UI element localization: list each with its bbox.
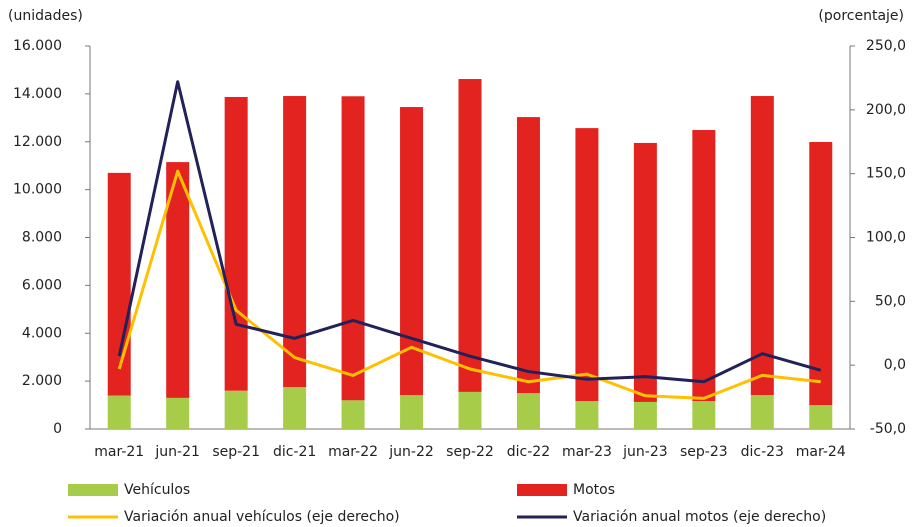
y-tick-label: 0 [53, 421, 62, 437]
bar [750, 395, 774, 429]
x-tick-label: sep-22 [446, 444, 494, 460]
y-tick-label: 2.000 [22, 373, 62, 389]
bar [575, 400, 599, 429]
x-tick-label: sep-21 [212, 444, 260, 460]
bar [458, 79, 482, 392]
x-tick-label: jun-21 [154, 444, 200, 460]
bar [107, 395, 131, 429]
x-tick-label: mar-22 [328, 444, 378, 460]
y-tick-label: 8.000 [22, 230, 62, 246]
y-tick-label: 6.000 [22, 277, 62, 293]
bar [809, 141, 833, 406]
bar [400, 395, 424, 429]
bar [458, 391, 482, 429]
legend-swatch [68, 484, 118, 496]
bar [692, 400, 716, 429]
y2-axis-title: (porcentaje) [818, 8, 904, 24]
bar [516, 117, 540, 394]
legend-swatch [517, 484, 567, 496]
bar [633, 401, 657, 429]
bar [692, 130, 716, 401]
y-tick-label: 10.000 [13, 182, 62, 198]
legend-label: Motos [573, 482, 615, 498]
y-tick-label: 14.000 [13, 86, 62, 102]
bar [341, 96, 365, 401]
bar [224, 390, 248, 429]
x-tick-label: dic-22 [507, 444, 550, 460]
bar [400, 107, 424, 396]
bar [575, 128, 599, 401]
legend-label: Vehículos [124, 482, 190, 498]
x-tick-label: mar-21 [94, 444, 144, 460]
line [117, 80, 822, 384]
y2-tick-label: 150,0 [866, 166, 906, 182]
bar [341, 400, 365, 429]
y2-tick-label: 0,0 [884, 357, 906, 373]
bar [283, 96, 307, 388]
y2-tick-label: 100,0 [866, 230, 906, 246]
y2-tick-label: 200,0 [866, 102, 906, 118]
x-tick-label: sep-23 [680, 444, 728, 460]
bar [166, 397, 190, 429]
bar [809, 405, 833, 429]
legend-label: Variación anual motos (eje derecho) [573, 509, 826, 525]
x-tick-label: mar-23 [562, 444, 612, 460]
y-tick-label: 12.000 [13, 134, 62, 150]
line [117, 169, 821, 400]
x-tick-label: jun-22 [388, 444, 434, 460]
bar [516, 393, 540, 429]
x-tick-label: mar-24 [796, 444, 846, 460]
bar [283, 387, 307, 429]
x-tick-label: dic-23 [741, 444, 784, 460]
bar [107, 172, 131, 396]
y-tick-label: 16.000 [13, 38, 62, 54]
bar [633, 142, 657, 402]
bar [224, 96, 248, 391]
legend-label: Variación anual vehículos (eje derecho) [124, 509, 400, 525]
y2-tick-label: 50,0 [875, 293, 906, 309]
y2-tick-label: -50,0 [870, 421, 906, 437]
y-axis-title: (unidades) [8, 8, 83, 24]
y2-tick-label: 250,0 [866, 38, 906, 54]
x-tick-label: dic-21 [273, 444, 316, 460]
bar [166, 162, 190, 398]
x-tick-label: jun-23 [622, 444, 668, 460]
y-tick-label: 4.000 [22, 325, 62, 341]
bar [750, 96, 774, 396]
